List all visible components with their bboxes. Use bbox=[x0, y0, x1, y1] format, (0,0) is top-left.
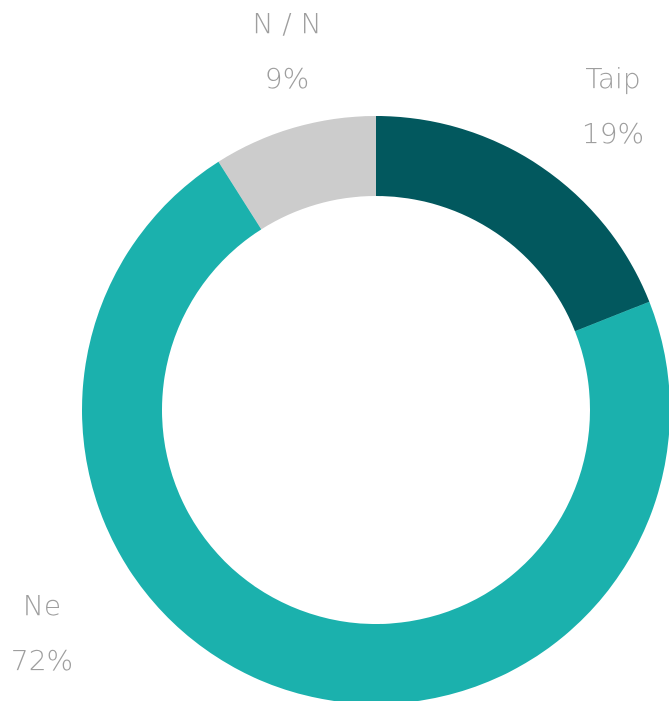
segment-label: Taip bbox=[585, 62, 640, 95]
donut-segment bbox=[82, 161, 669, 701]
segment-label: Ne bbox=[23, 589, 61, 622]
donut-segment bbox=[376, 116, 650, 332]
segment-value-label: 9% bbox=[265, 62, 309, 95]
segment-label: N / N bbox=[252, 7, 321, 40]
segment-value-label: 72% bbox=[11, 644, 73, 677]
donut-segment bbox=[218, 116, 376, 230]
segment-value-label: 19% bbox=[582, 117, 644, 150]
